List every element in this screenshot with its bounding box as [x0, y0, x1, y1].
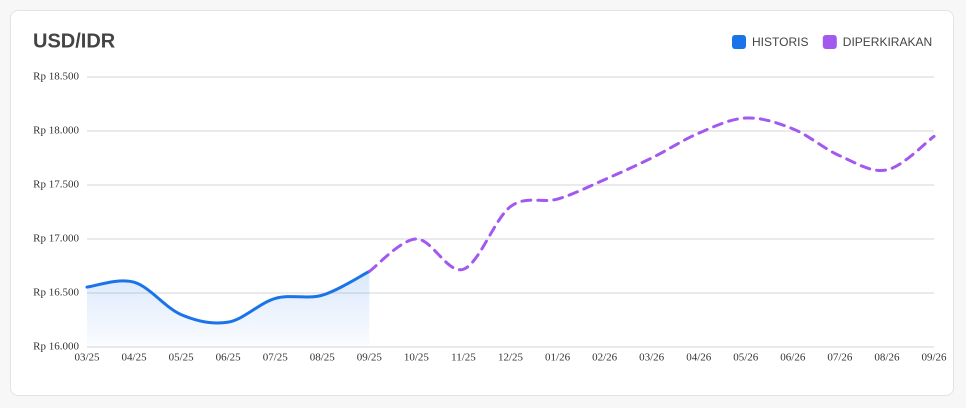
x-tick-label: 08/25	[310, 352, 336, 364]
line	[367, 116, 936, 273]
x-tick-label: 02/26	[592, 352, 618, 364]
y-tick-label: Rp 16.500	[33, 287, 79, 299]
x-tick-label: 09/26	[921, 352, 947, 364]
x-tick-label: 05/26	[733, 352, 759, 364]
area	[87, 271, 370, 347]
y-tick-label: Rp 17.500	[33, 179, 79, 191]
legend-swatch	[822, 35, 837, 49]
line	[85, 269, 371, 325]
legend: HISTORIS DIPERKIRAKAN	[732, 35, 932, 49]
y-tick-label: Rp 18.000	[33, 125, 79, 137]
x-tick-label: 06/26	[780, 352, 806, 364]
x-tick-label: 07/26	[827, 352, 853, 364]
legend-label: HISTORIS	[752, 35, 808, 49]
legend-swatch	[732, 35, 746, 49]
x-tick-label: 07/25	[263, 352, 289, 364]
y-tick-label: Rp 16.000	[33, 341, 79, 353]
x-tick-label: 06/25	[216, 352, 242, 364]
x-tick-label: 10/25	[404, 352, 430, 364]
y-tick-label: Rp 17.000	[33, 233, 79, 245]
legend-label: DIPERKIRAKAN	[843, 35, 932, 49]
x-tick-label: 01/26	[545, 352, 571, 364]
y-tick-label: Rp 18.500	[33, 71, 79, 83]
x-tick-label: 05/25	[169, 352, 195, 364]
x-tick-label: 04/25	[122, 352, 148, 364]
x-tick-label: 08/26	[874, 352, 900, 364]
x-tick-label: 04/26	[686, 352, 712, 364]
x-tick-label: 11/25	[451, 352, 476, 364]
x-tick-label: 09/25	[357, 352, 383, 364]
x-tick-label: 03/25	[74, 352, 100, 364]
x-tick-label: 03/26	[639, 352, 665, 364]
chart-title: USD/IDR	[33, 30, 116, 52]
x-tick-label: 12/25	[498, 352, 524, 364]
